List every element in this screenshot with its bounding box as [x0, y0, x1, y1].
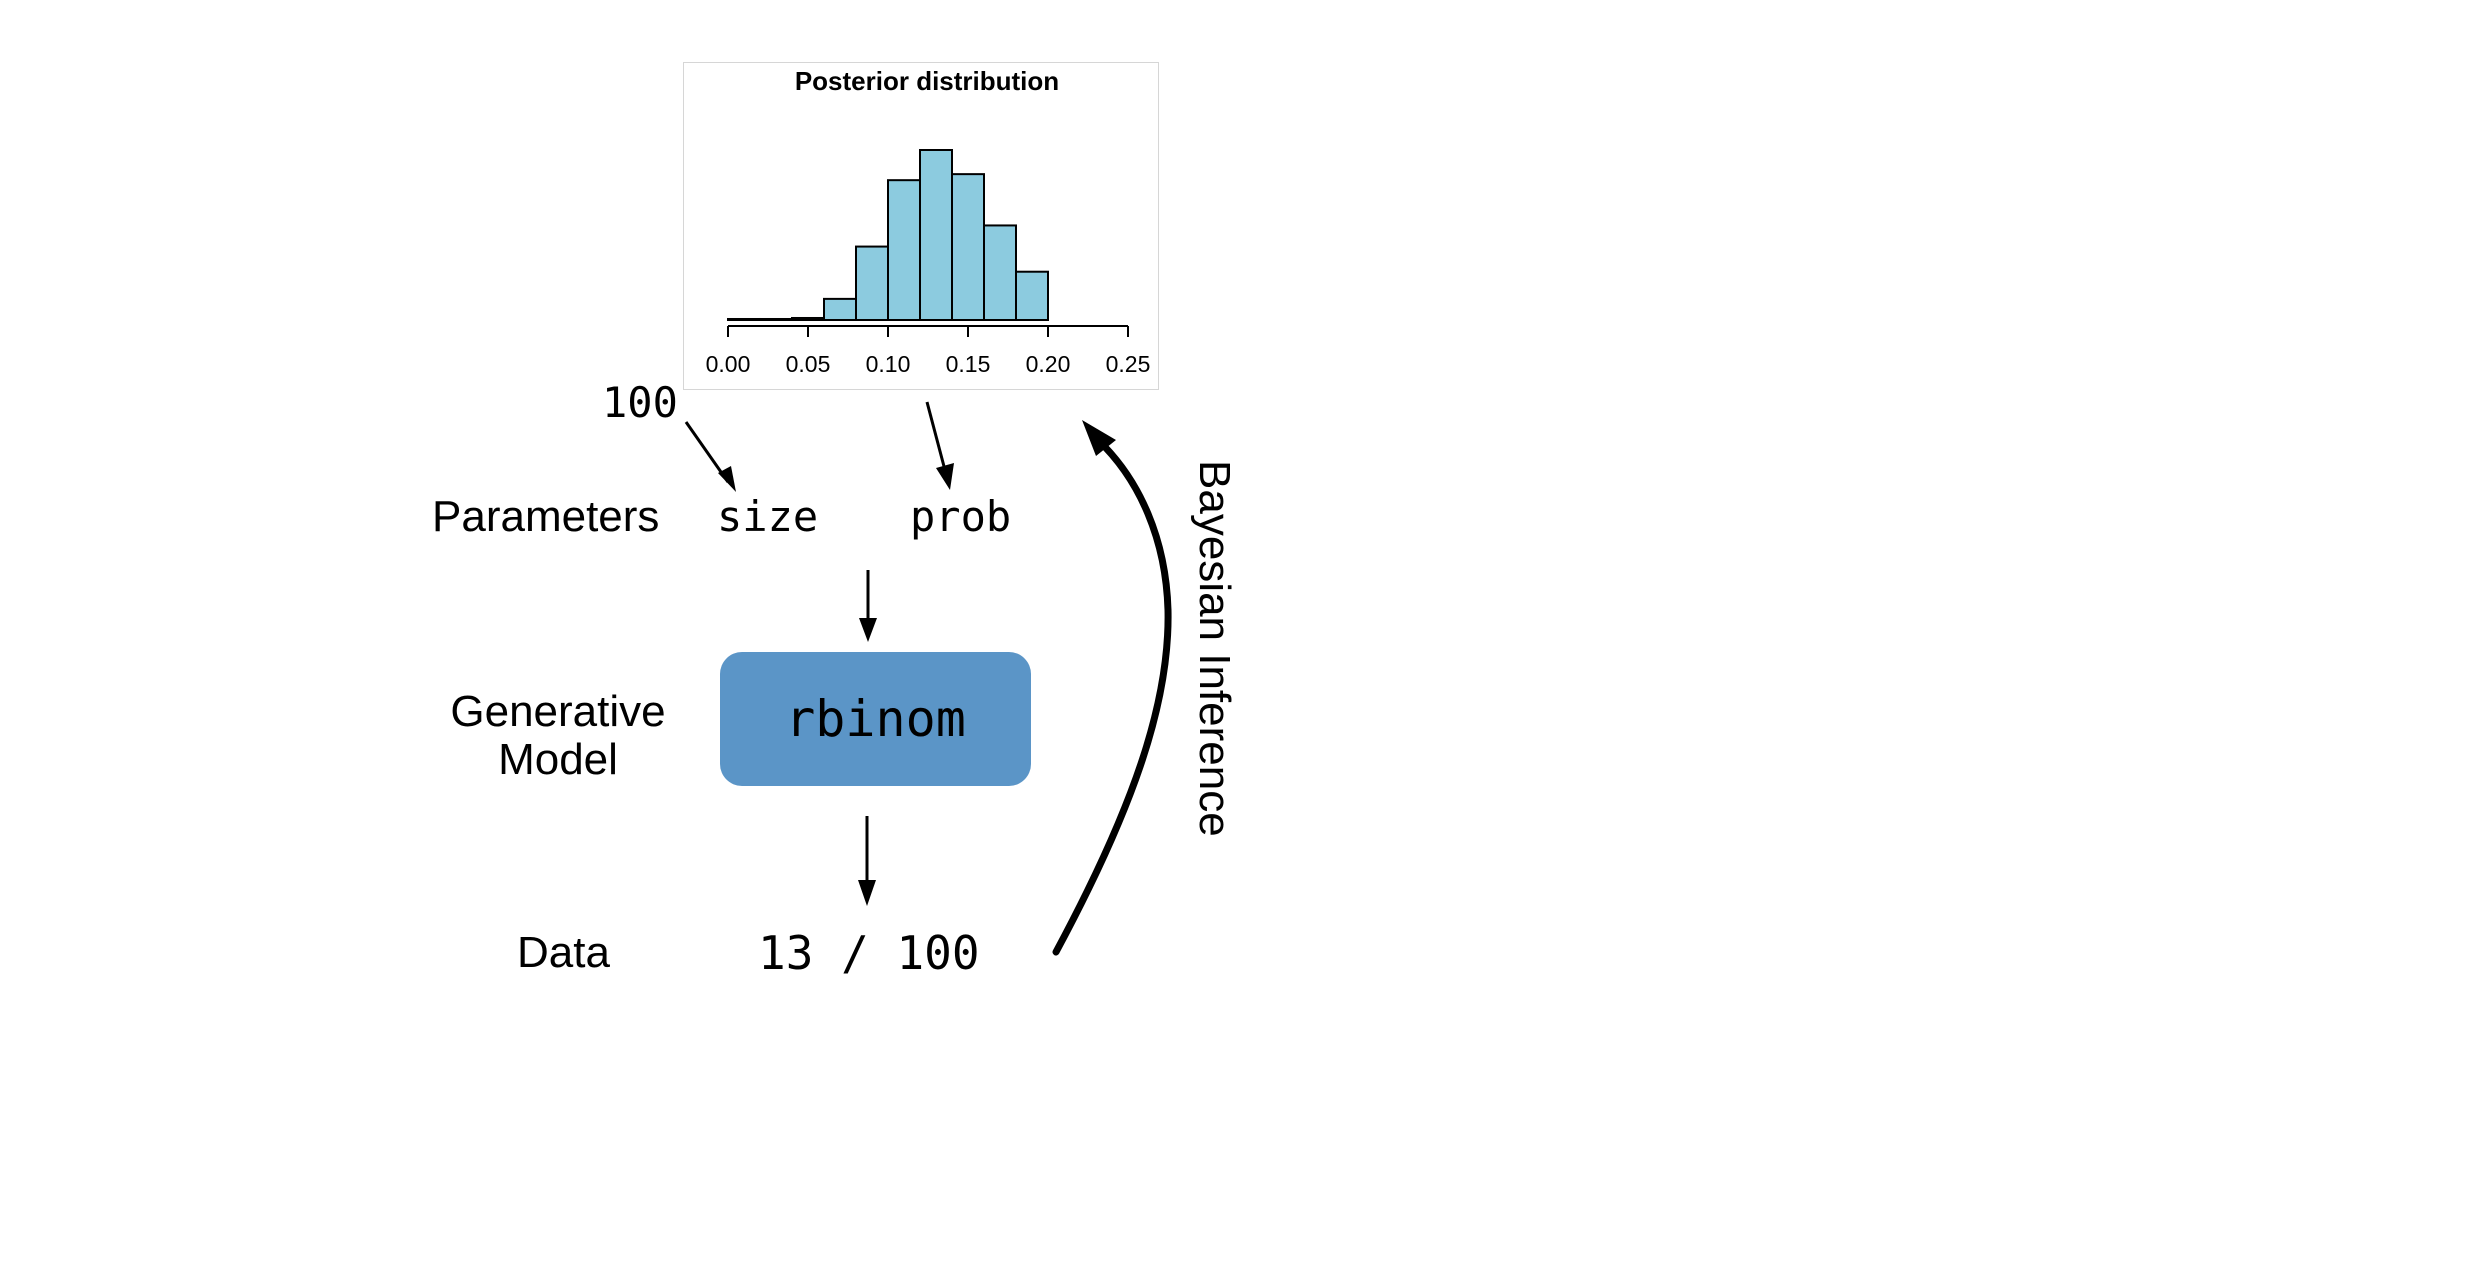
histogram-bar: [887, 179, 921, 321]
histogram-bar: [951, 173, 985, 321]
histogram-bars: [727, 149, 1049, 322]
chart-title: Posterior distribution: [795, 66, 1059, 96]
x-tick-label: 0.00: [706, 351, 751, 377]
arrow-size-to-param: [684, 421, 736, 492]
arrow-params-to-model: [859, 570, 877, 642]
x-tick-label: 0.05: [786, 351, 831, 377]
parameters-label: Parameters: [432, 492, 660, 541]
histogram-bar: [727, 317, 761, 321]
data-value: 13 / 100: [758, 926, 980, 980]
generative-label-line1: Generative: [450, 687, 666, 736]
generative-model-label: Generative Model: [440, 688, 676, 784]
histogram-bar: [823, 297, 857, 321]
model-box: rbinom: [720, 652, 1031, 786]
x-axis-ticks: 0.00 0.05 0.10 0.15 0.20 0.25: [706, 326, 1151, 377]
x-tick-label: 0.25: [1106, 351, 1151, 377]
generative-label-line2: Model: [498, 735, 618, 784]
histogram-bar: [855, 245, 889, 322]
posterior-histogram: Posterior distribution 0.00 0.05 0.10 0.15 0…: [706, 66, 1151, 377]
x-tick-label: 0.10: [866, 351, 911, 377]
arrow-posterior-to-prob: [925, 401, 954, 490]
histogram-bar: [983, 224, 1017, 321]
data-label: Data: [517, 928, 610, 977]
arrow-model-to-data: [858, 816, 876, 906]
histogram-bar: [1015, 270, 1049, 321]
x-tick-label: 0.20: [1026, 351, 1071, 377]
posterior-histogram-panel: Posterior distribution 0.00 0.05 0.10 0.15 0…: [683, 62, 1159, 390]
size-value: 100: [602, 378, 678, 427]
histogram-bar: [791, 316, 825, 321]
model-name: rbinom: [785, 690, 966, 748]
x-tick-label: 0.15: [946, 351, 991, 377]
bayesian-inference-label: Bayesian Inference: [1190, 460, 1239, 837]
param-prob: prob: [910, 492, 1012, 541]
param-size: size: [717, 492, 819, 541]
bayesian-inference-curve: [1052, 420, 1172, 956]
histogram-bar: [919, 149, 953, 321]
histogram-bar: [759, 317, 793, 321]
